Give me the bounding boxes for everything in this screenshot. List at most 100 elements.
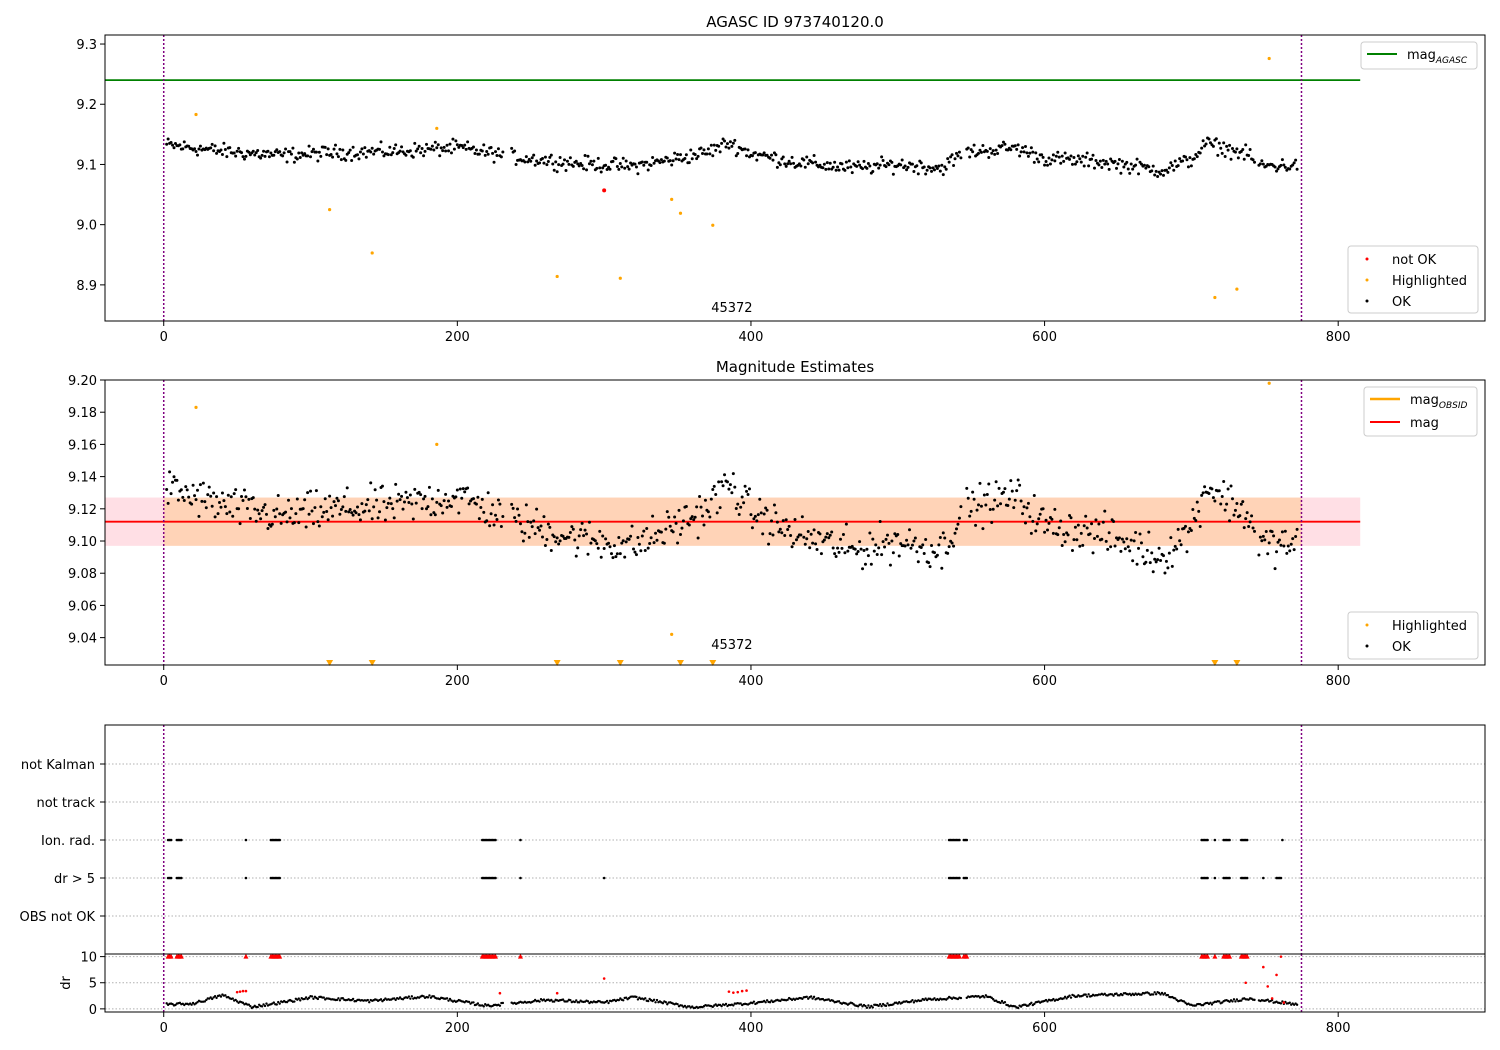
data-point-ok: [979, 504, 983, 508]
data-point-ok: [1166, 566, 1170, 570]
data-point-ok: [256, 508, 260, 512]
data-point-ok: [438, 154, 442, 158]
data-point-ok: [797, 162, 801, 166]
data-point-highlighted: [435, 442, 439, 447]
dr-point: [1218, 1000, 1221, 1003]
data-point-ok: [677, 508, 681, 512]
dr-point: [878, 1002, 882, 1006]
dr-point: [764, 1001, 767, 1004]
data-point-ok: [1175, 547, 1179, 551]
data-point-ok: [1059, 519, 1063, 523]
x-axis-tick-label: 400: [739, 330, 764, 345]
data-point-ok: [489, 512, 493, 516]
data-point-ok: [678, 533, 682, 537]
data-point-ok: [225, 155, 229, 159]
data-point-ok: [633, 162, 637, 166]
data-point-ok: [278, 512, 282, 516]
data-point-ok: [1023, 145, 1027, 149]
flag-row-label: Ion. rad.: [41, 834, 95, 849]
data-point-ok: [535, 507, 539, 511]
data-point-ok: [294, 512, 298, 516]
data-point-ok: [175, 478, 179, 482]
x-axis-tick-label: 200: [445, 1021, 470, 1036]
data-point-ok: [940, 566, 944, 570]
data-point-ok: [771, 533, 775, 537]
data-point-ok: [840, 546, 844, 550]
data-point-ok: [740, 495, 744, 499]
data-point-ok: [215, 495, 219, 499]
data-point-ok: [978, 148, 982, 152]
data-point-ok: [570, 525, 574, 529]
data-point-ok: [414, 501, 418, 505]
flag-marker: [1245, 838, 1249, 842]
data-point-ok: [1294, 534, 1298, 538]
data-point-ok: [526, 160, 530, 164]
dr-point: [501, 1001, 505, 1005]
dr-point: [991, 998, 995, 1001]
data-point-highlighted-below-axis: [368, 660, 376, 666]
data-point-ok: [674, 521, 678, 525]
data-point-ok: [385, 506, 389, 510]
data-point-ok: [388, 496, 392, 500]
dr-point: [999, 1001, 1002, 1005]
data-point-ok: [1242, 526, 1246, 530]
data-point-ok: [693, 152, 697, 156]
data-point-ok: [498, 502, 502, 506]
data-point-ok: [1050, 158, 1054, 162]
data-point-ok: [1128, 549, 1132, 553]
data-point-ok: [836, 546, 840, 550]
data-point-ok: [282, 151, 286, 155]
data-point-ok: [439, 504, 443, 508]
data-point-ok: [1037, 517, 1041, 521]
dr-point: [1147, 992, 1151, 995]
data-point-ok: [1266, 552, 1270, 556]
data-point-ok: [847, 159, 851, 163]
data-point-ok: [800, 515, 804, 519]
data-point-ok: [577, 534, 581, 538]
data-point-ok: [1021, 146, 1025, 150]
data-point-ok: [1053, 159, 1057, 163]
data-point-ok: [378, 510, 382, 514]
data-point-ok: [796, 535, 800, 539]
data-point-ok: [695, 157, 699, 161]
data-point-ok: [608, 167, 612, 171]
data-point-ok: [972, 497, 976, 501]
data-point-ok: [300, 151, 304, 155]
dr-capped-marker: [277, 953, 283, 959]
dr-point: [933, 997, 936, 1000]
data-point-ok: [1104, 159, 1108, 163]
data-point-ok: [819, 552, 823, 556]
data-point-ok: [204, 506, 208, 510]
data-point-ok: [1097, 522, 1101, 526]
dr-capped-marker: [964, 953, 970, 959]
data-point-ok: [1292, 161, 1296, 165]
legend-label-not-ok: not OK: [1392, 253, 1437, 268]
data-point-ok: [259, 517, 263, 521]
data-point-ok: [314, 150, 318, 154]
y-axis-tick-label: 9.1: [76, 158, 97, 173]
data-point-ok: [190, 502, 194, 506]
data-point-ok: [947, 545, 951, 549]
data-point-ok: [778, 527, 782, 531]
data-point-ok: [634, 553, 638, 557]
data-point-ok: [680, 526, 684, 530]
data-point-ok: [401, 507, 405, 511]
data-point-ok: [1229, 484, 1233, 488]
data-point-ok: [435, 500, 439, 504]
data-point-ok: [755, 519, 759, 523]
data-point-ok: [1100, 166, 1104, 170]
data-point-ok: [1141, 555, 1145, 559]
data-point-ok: [451, 137, 455, 141]
data-point-ok: [772, 503, 776, 507]
data-point-ok: [524, 503, 528, 507]
dr-point: [312, 997, 315, 1000]
data-point-ok: [1147, 165, 1151, 169]
data-point-ok: [543, 155, 547, 159]
data-point-ok: [1137, 172, 1141, 176]
data-point-ok: [256, 148, 260, 152]
data-point-ok: [546, 522, 550, 526]
data-point-ok: [1081, 543, 1085, 547]
data-point-ok: [827, 167, 831, 171]
data-point-ok: [1088, 532, 1092, 536]
flag-marker: [244, 838, 248, 842]
